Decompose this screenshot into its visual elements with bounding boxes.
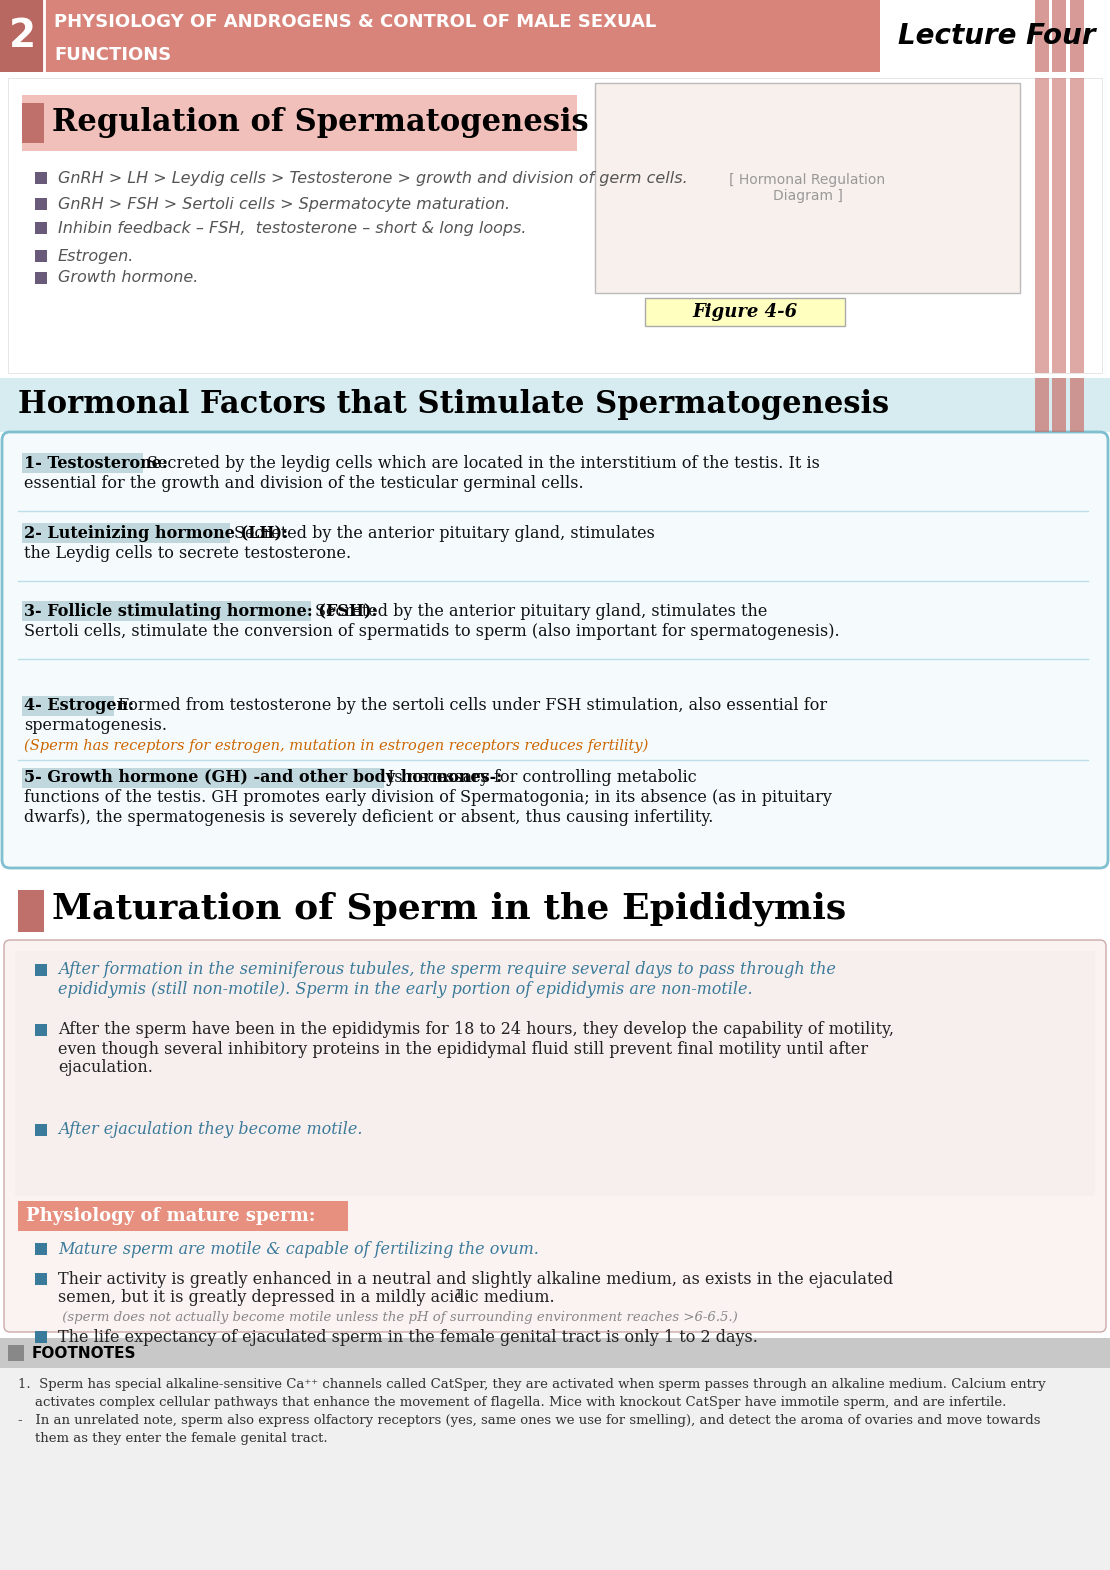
Text: 5- Growth hormone (GH) -and other body hormones-:: 5- Growth hormone (GH) -and other body h… <box>24 769 502 787</box>
Text: Growth hormone.: Growth hormone. <box>58 270 199 286</box>
Text: Physiology of mature sperm:: Physiology of mature sperm: <box>26 1207 315 1225</box>
Text: 1.  Sperm has special alkaline-sensitive Ca⁺⁺ channels called CatSper, they are : 1. Sperm has special alkaline-sensitive … <box>18 1378 1046 1391</box>
Bar <box>36 964 47 977</box>
Bar <box>16 951 1094 1196</box>
Bar <box>1052 440 1066 860</box>
Text: The life expectancy of ejaculated sperm in the female genital tract is only 1 to: The life expectancy of ejaculated sperm … <box>58 1328 758 1345</box>
Text: 1: 1 <box>454 1287 463 1300</box>
Text: -   In an unrelated note, sperm also express olfactory receptors (yes, same ones: - In an unrelated note, sperm also expre… <box>18 1415 1040 1427</box>
Text: (Sperm has receptors for estrogen, mutation in estrogen receptors reduces fertil: (Sperm has receptors for estrogen, mutat… <box>24 739 648 754</box>
Text: After the sperm have been in the epididymis for 18 to 24 hours, they develop the: After the sperm have been in the epididy… <box>58 1022 894 1038</box>
Bar <box>22 768 384 788</box>
Bar <box>8 1345 24 1361</box>
Bar <box>0 0 880 72</box>
Text: the Leydig cells to secrete testosterone.: the Leydig cells to secrete testosterone… <box>24 545 351 562</box>
Bar <box>1052 378 1066 432</box>
Bar <box>1035 78 1049 374</box>
Text: ejaculation.: ejaculation. <box>58 1060 153 1077</box>
Bar <box>22 523 231 543</box>
Text: GnRH > FSH > Sertoli cells > Spermatocyte maturation.: GnRH > FSH > Sertoli cells > Spermatocyt… <box>58 196 511 212</box>
Bar <box>0 1338 1110 1570</box>
Text: even though several inhibitory proteins in the epididymal fluid still prevent fi: even though several inhibitory proteins … <box>58 1041 868 1058</box>
Text: PHYSIOLOGY OF ANDROGENS & CONTROL OF MALE SEXUAL: PHYSIOLOGY OF ANDROGENS & CONTROL OF MAL… <box>54 13 656 31</box>
Text: FOOTNOTES: FOOTNOTES <box>32 1345 137 1361</box>
Text: 2- Luteinizing hormone (LH):: 2- Luteinizing hormone (LH): <box>24 524 287 542</box>
Text: Hormonal Factors that Stimulate Spermatogenesis: Hormonal Factors that Stimulate Spermato… <box>18 389 889 421</box>
Text: 1- Testosterone:: 1- Testosterone: <box>24 454 168 471</box>
Bar <box>1035 440 1049 860</box>
Text: Estrogen.: Estrogen. <box>58 248 134 264</box>
Bar <box>1035 378 1049 432</box>
Text: semen, but it is greatly depressed in a mildly acidic medium.: semen, but it is greatly depressed in a … <box>58 1289 555 1306</box>
Bar <box>36 198 47 210</box>
Bar <box>22 696 113 716</box>
Bar <box>595 83 1020 294</box>
Bar <box>36 1124 47 1137</box>
Bar <box>1070 440 1084 860</box>
Text: Regulation of Spermatogenesis: Regulation of Spermatogenesis <box>52 107 588 138</box>
Text: dwarfs), the spermatogenesis is severely deficient or absent, thus causing infer: dwarfs), the spermatogenesis is severely… <box>24 810 714 826</box>
Text: epididymis (still non-motile). Sperm in the early portion of epididymis are non-: epididymis (still non-motile). Sperm in … <box>58 981 753 997</box>
Bar <box>1052 0 1066 72</box>
Text: Lecture Four: Lecture Four <box>898 22 1094 50</box>
Bar <box>36 173 47 184</box>
Text: spermatogenesis.: spermatogenesis. <box>24 717 166 735</box>
Text: Secreted by the leydig cells which are located in the interstitium of the testis: Secreted by the leydig cells which are l… <box>147 454 819 471</box>
Text: 2: 2 <box>9 17 36 55</box>
Text: After formation in the seminiferous tubules, the sperm require several days to p: After formation in the seminiferous tubu… <box>58 961 836 978</box>
Bar <box>36 1243 47 1254</box>
Bar <box>22 104 44 143</box>
Text: Is necessary for controlling metabolic: Is necessary for controlling metabolic <box>387 769 696 787</box>
Text: FUNCTIONS: FUNCTIONS <box>54 46 171 64</box>
Bar <box>36 1331 47 1342</box>
Text: [ Hormonal Regulation
Diagram ]: [ Hormonal Regulation Diagram ] <box>729 173 886 203</box>
Text: Their activity is greatly enhanced in a neutral and slightly alkaline medium, as: Their activity is greatly enhanced in a … <box>58 1270 894 1287</box>
Bar <box>22 454 143 473</box>
Bar <box>0 1338 1110 1367</box>
Text: Formed from testosterone by the sertoli cells under FSH stimulation, also essent: Formed from testosterone by the sertoli … <box>118 697 827 714</box>
Bar <box>0 0 44 72</box>
Text: After ejaculation they become motile.: After ejaculation they become motile. <box>58 1121 363 1138</box>
FancyBboxPatch shape <box>4 940 1106 1331</box>
Text: (sperm does not actually become motile unless the pH of surrounding environment : (sperm does not actually become motile u… <box>58 1311 738 1324</box>
Bar <box>22 96 577 151</box>
Text: 4- Estrogen:: 4- Estrogen: <box>24 697 134 714</box>
Bar <box>22 601 311 622</box>
Text: Secreted by the anterior pituitary gland, stimulates the: Secreted by the anterior pituitary gland… <box>315 603 767 620</box>
Text: Maturation of Sperm in the Epididymis: Maturation of Sperm in the Epididymis <box>52 892 846 926</box>
Text: them as they enter the female genital tract.: them as they enter the female genital tr… <box>18 1432 327 1444</box>
Bar <box>36 250 47 262</box>
Bar <box>645 298 845 327</box>
Bar <box>1052 78 1066 374</box>
Text: Inhibin feedback – FSH,  testosterone – short & long loops.: Inhibin feedback – FSH, testosterone – s… <box>58 220 526 235</box>
Text: essential for the growth and division of the testicular germinal cells.: essential for the growth and division of… <box>24 474 584 491</box>
Bar <box>36 1273 47 1284</box>
Bar <box>0 378 1110 432</box>
Text: activates complex cellular pathways that enhance the movement of flagella. Mice : activates complex cellular pathways that… <box>18 1396 1007 1408</box>
Text: Sertoli cells, stimulate the conversion of spermatids to sperm (also important f: Sertoli cells, stimulate the conversion … <box>24 622 839 639</box>
Text: Secreted by the anterior pituitary gland, stimulates: Secreted by the anterior pituitary gland… <box>234 524 655 542</box>
Text: Mature sperm are motile & capable of fertilizing the ovum.: Mature sperm are motile & capable of fer… <box>58 1240 538 1258</box>
Bar <box>1035 0 1049 72</box>
Text: Figure 4-6: Figure 4-6 <box>693 303 798 320</box>
FancyBboxPatch shape <box>2 432 1108 868</box>
Text: 3- Follicle stimulating hormone: (FSH):: 3- Follicle stimulating hormone: (FSH): <box>24 603 377 620</box>
Bar <box>36 221 47 234</box>
Bar <box>18 890 44 933</box>
Bar <box>1070 0 1084 72</box>
Bar <box>8 78 1102 374</box>
Bar <box>18 1201 349 1231</box>
Text: GnRH > LH > Leydig cells > Testosterone > growth and division of germ cells.: GnRH > LH > Leydig cells > Testosterone … <box>58 171 688 185</box>
Bar <box>1070 378 1084 432</box>
Bar <box>36 272 47 284</box>
Text: functions of the testis. GH promotes early division of Spermatogonia; in its abs: functions of the testis. GH promotes ear… <box>24 790 831 807</box>
Bar <box>36 1024 47 1036</box>
Bar <box>1070 78 1084 374</box>
